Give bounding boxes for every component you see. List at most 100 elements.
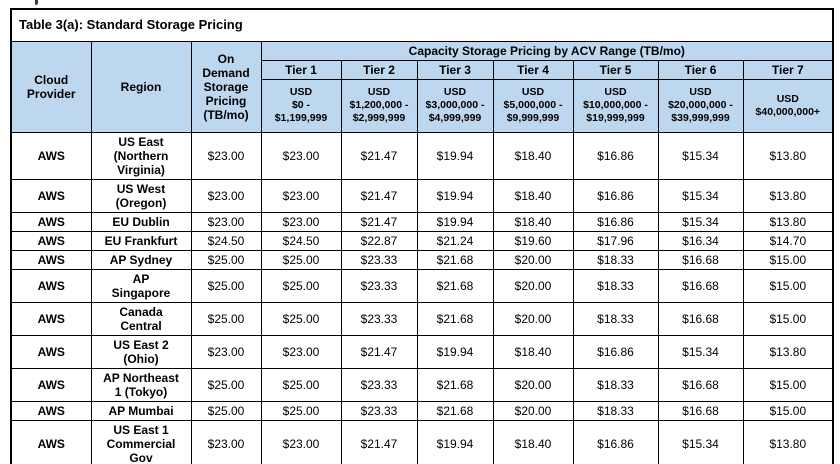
tier-3-price-cell: $21.68	[416, 250, 494, 270]
tier-6-price-cell: $15.34	[657, 212, 744, 232]
tier-5-acv-range: USD $10,000,000 - $19,999,999	[572, 79, 659, 133]
tier-6-price-cell: $15.34	[657, 132, 744, 180]
tier-4-acv-range: USD $5,000,000 - $9,999,999	[492, 79, 574, 133]
tier-3-price-cell: $21.68	[416, 368, 494, 402]
region-cell: EU Frankfurt	[90, 231, 192, 251]
tier-6-price-cell: $16.68	[657, 401, 744, 421]
table-title: Table 3(a): Standard Storage Pricing	[10, 8, 834, 42]
tier-2-price-cell: $23.33	[340, 302, 418, 336]
tier-1-price-cell: $23.00	[260, 335, 342, 369]
tier-2-price-cell: $23.33	[340, 368, 418, 402]
tier-2-price-cell: $21.47	[340, 212, 418, 232]
tier-5-header: Tier 5	[572, 60, 659, 80]
tier-1-price-cell: $24.50	[260, 231, 342, 251]
tier-7-price-cell: $13.80	[742, 335, 834, 369]
table-row: AWS US East 1 Commercial Gov $23.00 $23.00 $…	[10, 420, 834, 464]
tier-3-price-cell: $21.68	[416, 269, 494, 303]
tier-2-acv-range: USD $1,200,000 - $2,999,999	[340, 79, 418, 133]
on-demand-price-cell: $25.00	[190, 250, 262, 270]
tier-5-price-cell: $18.33	[572, 250, 659, 270]
tier-4-price-cell: $18.40	[492, 335, 574, 369]
on-demand-price-cell: $25.00	[190, 368, 262, 402]
tier-2-price-cell: $22.87	[340, 231, 418, 251]
on-demand-price-cell: $23.00	[190, 132, 262, 180]
on-demand-price-cell: $25.00	[190, 401, 262, 421]
tier-3-acv-range: USD $3,000,000 - $4,999,999	[416, 79, 494, 133]
tier-1-price-cell: $23.00	[260, 179, 342, 213]
tier-5-price-cell: $16.86	[572, 132, 659, 180]
tier-7-price-cell: $13.80	[742, 420, 834, 464]
header-row-tier-names: Tier 1 Tier 2 Tier 3 Tier 4 Tier 5 Tier 6 Tier…	[11, 60, 834, 80]
tier-4-header: Tier 4	[492, 60, 574, 80]
cloud-provider-cell: AWS	[10, 269, 92, 303]
tier-6-price-cell: $16.68	[657, 302, 744, 336]
tier-7-price-cell: $15.00	[742, 368, 834, 402]
region-cell: US East 2 (Ohio)	[90, 335, 192, 369]
on-demand-price-cell: $23.00	[190, 212, 262, 232]
region-cell: Canada Central	[90, 302, 192, 336]
region-cell: US East (Northern Virginia)	[90, 132, 192, 180]
tier-6-price-cell: $15.34	[657, 179, 744, 213]
tier-7-price-cell: $15.00	[742, 401, 834, 421]
tier-5-price-cell: $18.33	[572, 368, 659, 402]
tier-1-price-cell: $25.00	[260, 269, 342, 303]
tier-7-acv-range: USD $40,000,000+	[742, 79, 834, 133]
on-demand-price-cell: $23.00	[190, 420, 262, 464]
table-row: AWS EU Frankfurt $24.50 $24.50 $22.87 $21.24 $…	[10, 231, 834, 251]
cloud-provider-cell: AWS	[10, 179, 92, 213]
table-row: AWS AP Sydney $25.00 $25.00 $23.33 $21.68 $20.…	[10, 250, 834, 270]
tier-3-price-cell: $19.94	[416, 420, 494, 464]
tier-4-price-cell: $19.60	[492, 231, 574, 251]
tier-4-price-cell: $18.40	[492, 179, 574, 213]
tier-6-price-cell: $16.68	[657, 368, 744, 402]
tier-1-price-cell: $25.00	[260, 401, 342, 421]
cloud-provider-cell: AWS	[10, 335, 92, 369]
on-demand-price-cell: $24.50	[190, 231, 262, 251]
on-demand-price-cell: $25.00	[190, 269, 262, 303]
tier-7-price-cell: $15.00	[742, 302, 834, 336]
region-cell: AP Sydney	[90, 250, 192, 270]
tier-2-price-cell: $21.47	[340, 335, 418, 369]
tier-1-price-cell: $23.00	[260, 212, 342, 232]
tier-4-price-cell: $18.40	[492, 420, 574, 464]
on-demand-price-cell: $23.00	[190, 179, 262, 213]
header-row-tier-ranges: USD $0 - $1,199,999 USD $1,200,000 - $2,9…	[11, 79, 834, 133]
tier-7-header: Tier 7	[742, 60, 834, 80]
cloud-provider-cell: AWS	[10, 420, 92, 464]
tier-2-header: Tier 2	[340, 60, 418, 80]
table-row: AWS US East (Northern Virginia) $23.00 $23.…	[10, 132, 834, 180]
tier-1-price-cell: $23.00	[260, 420, 342, 464]
tier-2-price-cell: $23.33	[340, 269, 418, 303]
table-row: AWS Canada Central $25.00 $25.00 $23.33 $21.6…	[10, 302, 834, 336]
table-row: AWS AP Singapore $25.00 $25.00 $23.33 $21.68 $…	[10, 269, 834, 303]
tier-6-price-cell: $16.34	[657, 231, 744, 251]
cloud-provider-cell: AWS	[10, 132, 92, 180]
tier-7-price-cell: $13.80	[742, 132, 834, 180]
tier-3-header: Tier 3	[416, 60, 494, 80]
tier-1-price-cell: $23.00	[260, 132, 342, 180]
tier-3-price-cell: $21.68	[416, 401, 494, 421]
table-row: AWS AP Northeast 1 (Tokyo) $25.00 $25.00 $23…	[10, 368, 834, 402]
tier-7-price-cell: $13.80	[742, 179, 834, 213]
title-row: Table 3(a): Standard Storage Pricing	[10, 8, 834, 42]
tier-3-price-cell: $19.94	[416, 132, 494, 180]
tier-3-price-cell: $19.94	[416, 335, 494, 369]
column-header-region: Region	[90, 41, 192, 133]
tier-2-price-cell: $23.33	[340, 401, 418, 421]
region-cell: AP Northeast 1 (Tokyo)	[90, 368, 192, 402]
tier-5-price-cell: $18.33	[572, 269, 659, 303]
cloud-provider-cell: AWS	[10, 368, 92, 402]
table-row: AWS US West (Oregon) $23.00 $23.00 $21.47 $19…	[10, 179, 834, 213]
tier-2-price-cell: $21.47	[340, 179, 418, 213]
cloud-provider-cell: AWS	[10, 212, 92, 232]
tier-4-price-cell: $18.40	[492, 132, 574, 180]
tier-6-price-cell: $15.34	[657, 420, 744, 464]
tier-3-price-cell: $19.94	[416, 212, 494, 232]
tier-6-price-cell: $16.68	[657, 250, 744, 270]
cloud-provider-cell: AWS	[10, 302, 92, 336]
region-cell: EU Dublin	[90, 212, 192, 232]
tier-2-price-cell: $21.47	[340, 420, 418, 464]
tier-2-price-cell: $21.47	[340, 132, 418, 180]
tier-5-price-cell: $16.86	[572, 335, 659, 369]
